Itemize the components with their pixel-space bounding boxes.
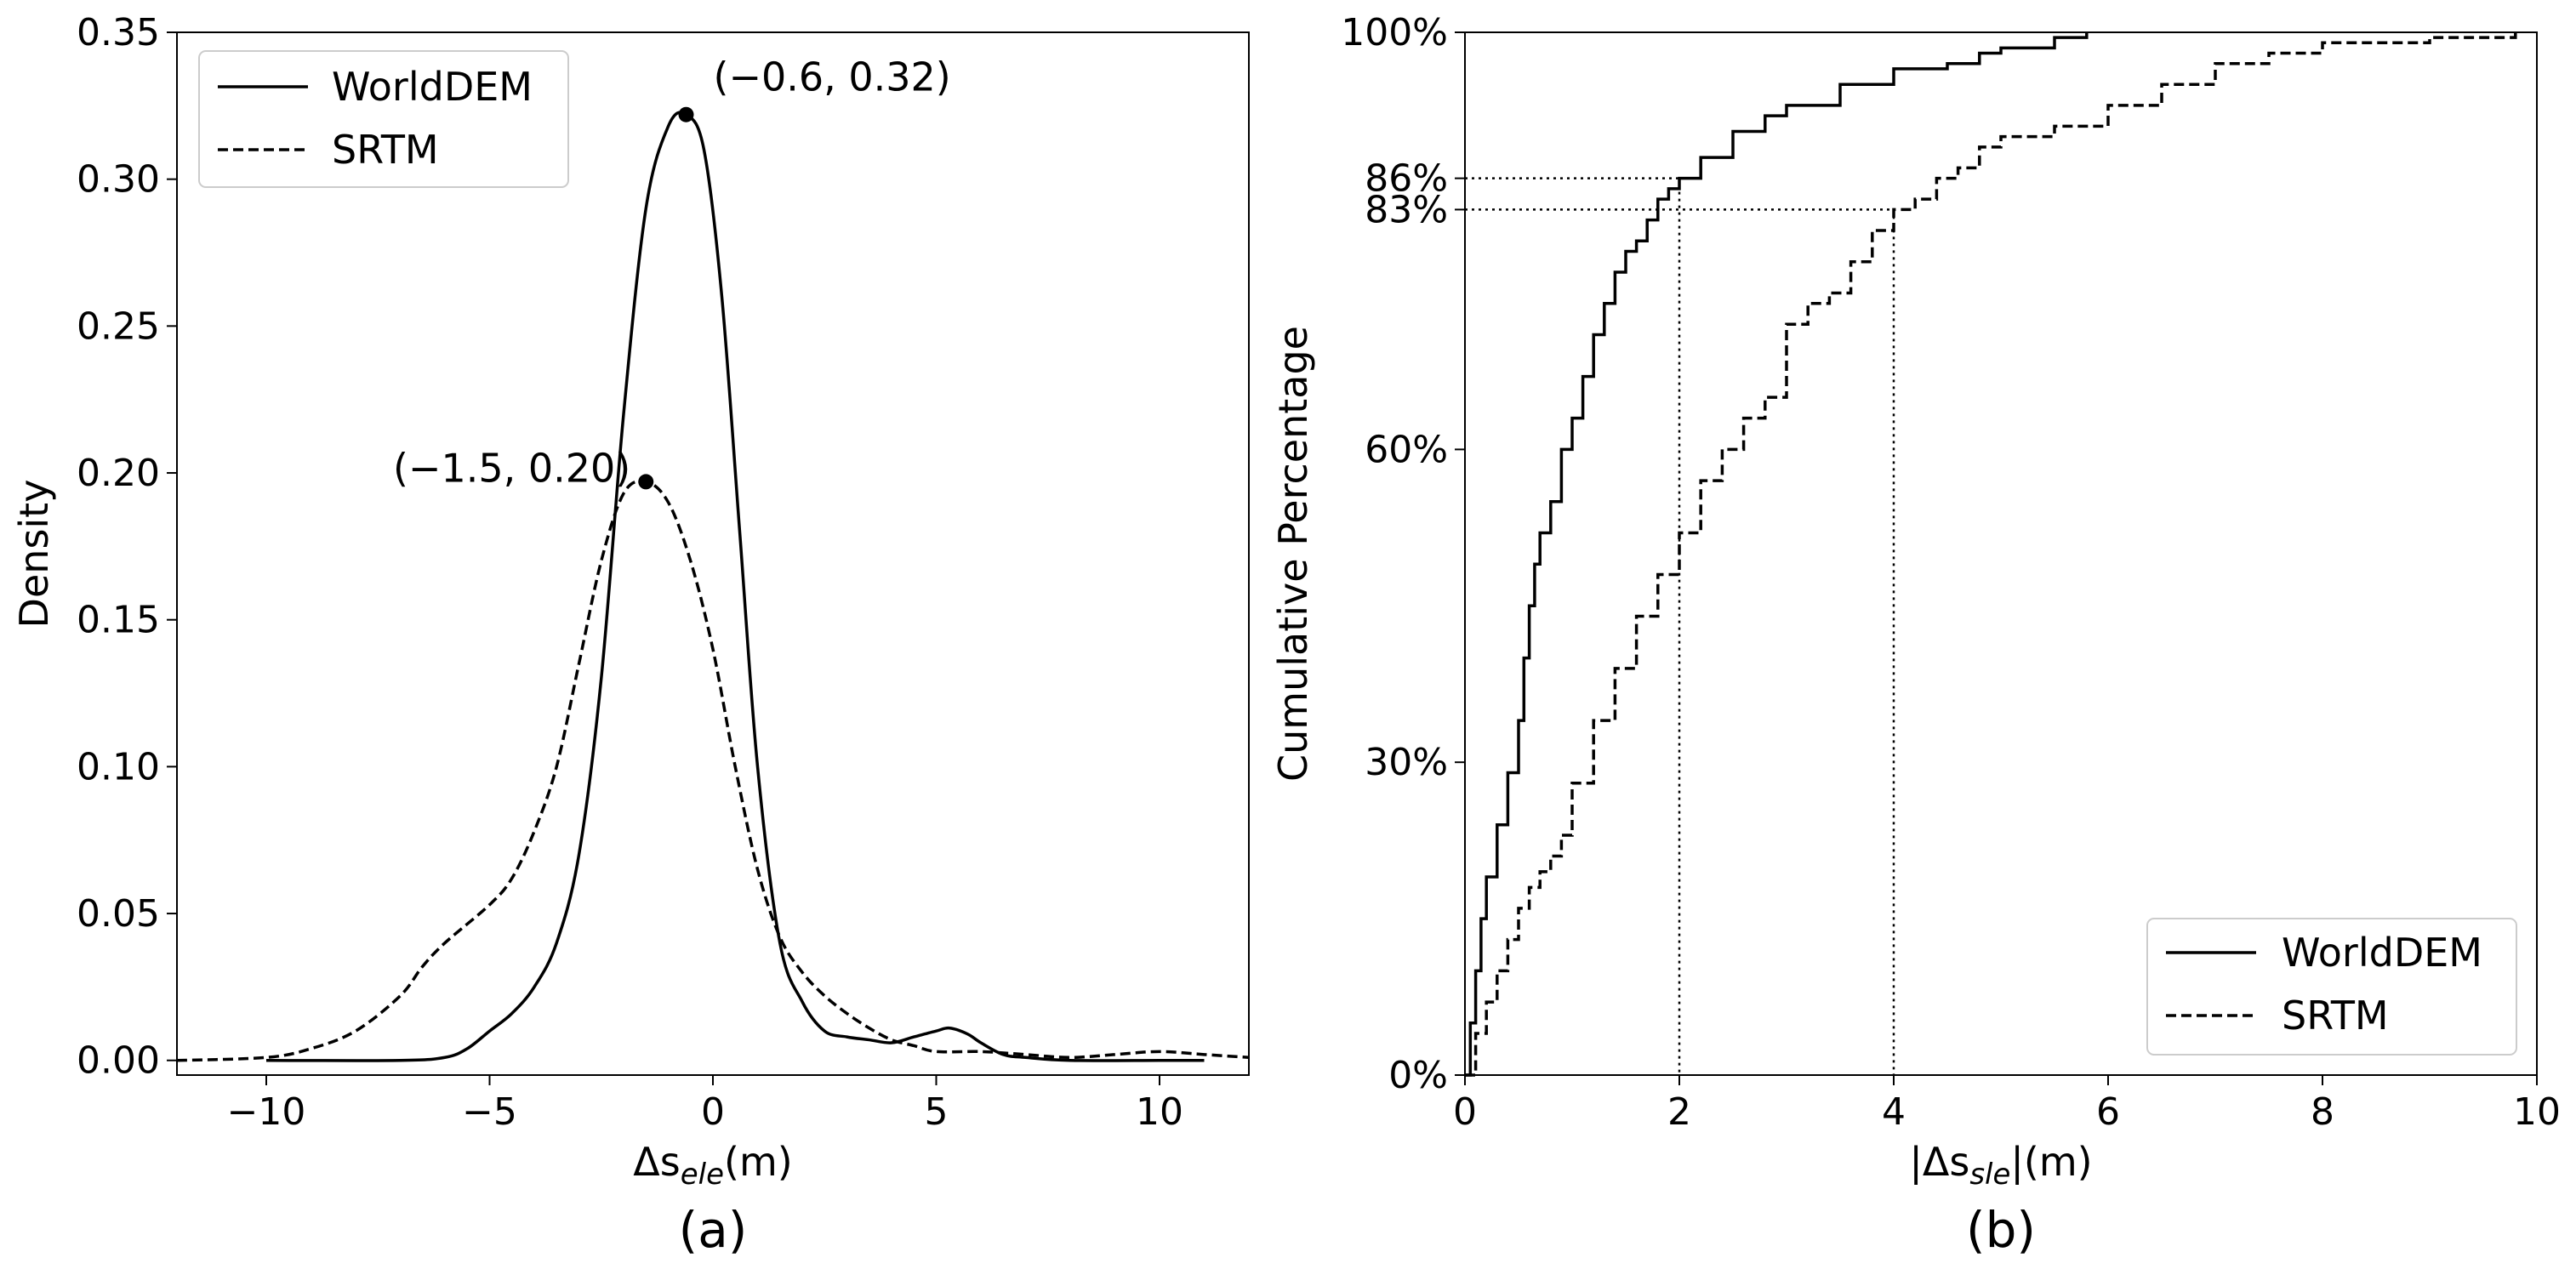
panel-a-y-tick-label-0-30: 0.30: [77, 158, 160, 202]
panel-b-x-axis-label-suffix: |(m): [2010, 1139, 2092, 1186]
panel-b-y-tick-label-0: 0%: [1388, 1054, 1448, 1097]
panel-a-x-axis-label-unit: (m): [724, 1139, 793, 1185]
panel-b-x-tick-label-6: 6: [2096, 1090, 2120, 1134]
panel-a-y-tick-label-0-35: 0.35: [77, 11, 160, 54]
panel-b-x-axis-label-sub: sle: [1969, 1158, 2010, 1192]
panel-a-peak-marker-worlddem: [678, 106, 694, 122]
panel-b-x-tick-label-2: 2: [1667, 1090, 1691, 1134]
panel-a-x-axis-label-sub: ele: [681, 1158, 724, 1192]
panel-b-x-tick-label-10: 10: [2513, 1090, 2561, 1134]
panel-b-line-srtm: [1465, 32, 2517, 1077]
panel-b-x-ticks: 0 2 4 6 8 10: [1453, 1075, 2561, 1134]
panel-a-caption: (a): [679, 1201, 748, 1259]
panel-a-plot-frame: [176, 31, 1250, 1076]
panel-a-y-tick-label-0-00: 0.00: [77, 1039, 160, 1083]
panel-a-x-tick-label-0: 0: [701, 1090, 725, 1134]
panel-b-y-tick-label-100: 100%: [1341, 11, 1448, 54]
panel-a-y-tick-label-0-25: 0.25: [77, 304, 160, 348]
panel-a-x-axis-label: Δsele(m): [633, 1139, 792, 1192]
panel-a: −10 −5 0 5 10 0.000.050.100.150.200.250.300.…: [11, 11, 1250, 1259]
panel-a-x-axis-label-main: Δs: [633, 1139, 680, 1185]
panel-a-line-worlddem: [265, 111, 1205, 1062]
panel-b-y-tick-label-83: 83%: [1365, 188, 1448, 231]
panel-b-series: [1465, 32, 2517, 1077]
panel-b-y-tick-label-60: 60%: [1365, 428, 1448, 471]
panel-a-legend-box: [198, 50, 569, 188]
panel-a-legend-label-worlddem: WorldDEM: [332, 64, 533, 110]
panel-b-y-tick-label-30: 30%: [1365, 741, 1448, 784]
panel-b-x-tick-label-4: 4: [1882, 1090, 1906, 1134]
panel-b-legend-label-worlddem: WorldDEM: [2282, 930, 2482, 976]
panel-a-peak-annotation-worlddem: (−0.6, 0.32): [714, 54, 951, 100]
panel-a-x-tick-label-5: −5: [462, 1090, 517, 1134]
panel-a-series: [176, 111, 1250, 1062]
panel-b-y-axis-label: Cumulative Percentage: [1270, 326, 1316, 782]
panel-b-plot-frame: [1464, 31, 2538, 1076]
panel-a-y-tick-label-0-20: 0.20: [77, 452, 160, 495]
panel-a-y-tick-label-0-05: 0.05: [77, 892, 160, 936]
panel-a-peak-marker-srtm: [638, 474, 654, 490]
panel-b-y-tick-label-86: 86%: [1365, 157, 1448, 201]
panel-a-annotations: (−0.6, 0.32) (−1.5, 0.20): [393, 54, 951, 492]
panel-a-x-tick-label-10: 10: [1136, 1090, 1183, 1134]
panel-b-x-axis-label: |Δssle|(m): [1909, 1139, 2092, 1192]
panel-a-line-srtm: [176, 479, 1250, 1062]
panel-b-reference-lines: [1465, 177, 1895, 1075]
panel-b-x-tick-label-8: 8: [2311, 1090, 2334, 1134]
panel-a-x-tick-label-10: −10: [227, 1090, 306, 1134]
panel-a-x-tick-label-5: 5: [925, 1090, 949, 1134]
panel-b-x-axis-label-prefix: |Δs: [1909, 1139, 1969, 1186]
panel-b-x-tick-label-0: 0: [1453, 1090, 1477, 1134]
panel-a-legend-label-srtm: SRTM: [332, 127, 439, 173]
panel-b-line-worlddem: [1465, 32, 2089, 1077]
panel-a-legend: WorldDEM SRTM: [198, 50, 569, 188]
panel-b: 0 2 4 6 8 10 0% 30% 60% 83%86% 100% Cumulative Pe…: [1270, 11, 2561, 1259]
panel-b-legend: WorldDEM SRTM: [2146, 918, 2517, 1056]
panel-b-legend-label-srtm: SRTM: [2282, 993, 2389, 1039]
panel-a-y-tick-label-0-10: 0.10: [77, 745, 160, 788]
panel-a-x-ticks: −10 −5 0 5 10: [227, 1075, 1183, 1134]
panel-b-caption: (b): [1966, 1201, 2036, 1259]
panel-a-y-tick-label-0-15: 0.15: [77, 599, 160, 642]
panel-a-peak-annotation-srtm: (−1.5, 0.20): [393, 445, 630, 491]
panel-a-y-axis-label: Density: [11, 480, 57, 629]
panel-a-y-ticks: 0.00 0.05 0.10 0.15 0.20 0.25 0.30 0.35: [77, 11, 177, 1083]
panel-b-y-ticks: 0% 30% 60% 83%86% 100%: [1341, 11, 1465, 1097]
